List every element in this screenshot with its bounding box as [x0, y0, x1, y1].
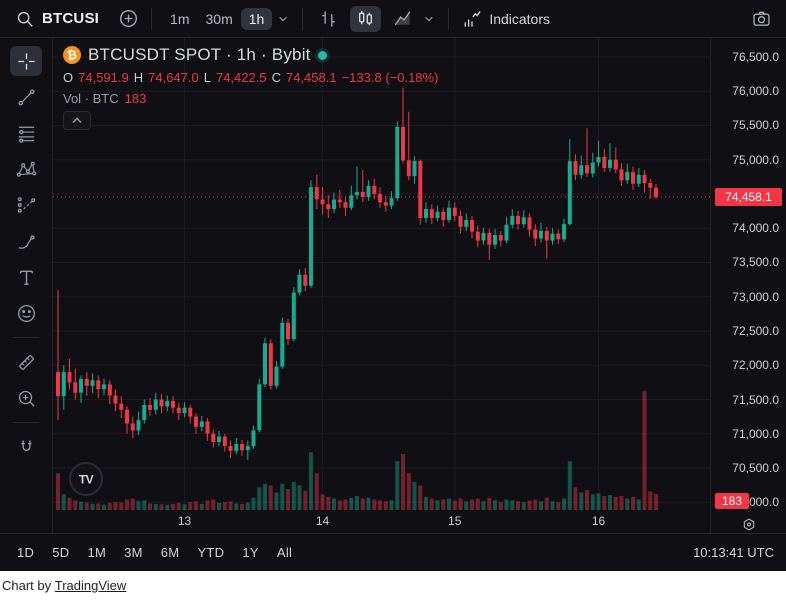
- candlestick-svg: [53, 38, 710, 510]
- range-all-button[interactable]: All: [276, 545, 293, 560]
- camera-icon[interactable]: [748, 6, 774, 32]
- price-tick-label: 71,500.0: [732, 392, 779, 407]
- range-3m-button[interactable]: 3M: [124, 545, 143, 560]
- tradingview-watermark[interactable]: TV: [68, 461, 104, 497]
- time-tick-label: 15: [448, 514, 462, 528]
- time-axis[interactable]: 13 14 15 16: [53, 510, 710, 533]
- price-tick-label: 72,500.0: [732, 323, 779, 338]
- tools-divider: [13, 422, 39, 423]
- search-icon[interactable]: [12, 6, 38, 32]
- time-tick-label: 14: [315, 514, 330, 528]
- range-1d-button[interactable]: 1D: [17, 545, 35, 560]
- attribution-bar: Chart by TradingView: [0, 571, 786, 600]
- zoom-in-tool[interactable]: [10, 383, 42, 413]
- drawing-toolbar: [0, 38, 53, 533]
- symbol-search-value[interactable]: BTCUSI: [42, 10, 100, 27]
- price-tick-label: 75,000.0: [732, 152, 779, 167]
- attribution-prefix: Chart by: [2, 578, 52, 593]
- brush-tool[interactable]: [10, 226, 42, 256]
- price-tick-label: 72,000.0: [732, 358, 779, 373]
- range-5d-button[interactable]: 5D: [52, 545, 70, 560]
- last-price-badge: 74,458.1: [715, 187, 782, 206]
- tradingview-widget: BTCUSI 1m 30m 1h Indicators: [0, 0, 786, 571]
- range-1y-button[interactable]: 1Y: [242, 545, 259, 560]
- axis-settings-icon[interactable]: [740, 516, 757, 533]
- time-tick-label: 13: [177, 514, 192, 528]
- indicators-button[interactable]: Indicators: [461, 8, 550, 29]
- price-tick-label: 73,000.0: [732, 289, 779, 304]
- toolbar-separator: [448, 7, 450, 30]
- range-1m-button[interactable]: 1M: [87, 545, 107, 560]
- bitcoin-icon: ₿: [61, 44, 83, 66]
- emoji-tool[interactable]: [10, 298, 42, 328]
- price-tick-label: 74,000.0: [732, 221, 779, 236]
- price-tick-label: 76,500.0: [732, 49, 779, 64]
- forecast-tool[interactable]: [10, 190, 42, 220]
- trendline-tool[interactable]: [10, 82, 42, 112]
- range-6m-button[interactable]: 6M: [160, 545, 180, 560]
- bars-style-button[interactable]: [313, 6, 344, 32]
- price-tick-label: 75,500.0: [732, 118, 779, 133]
- compare-add-icon[interactable]: [115, 6, 141, 32]
- top-toolbar: BTCUSI 1m 30m 1h Indicators: [0, 0, 786, 38]
- text-tool[interactable]: [10, 262, 42, 292]
- interval-chevron-icon[interactable]: [274, 10, 292, 28]
- price-tick-label: 70,500.0: [732, 461, 779, 475]
- styles-chevron-icon[interactable]: [420, 10, 438, 28]
- crosshair-tool[interactable]: [10, 46, 42, 76]
- tradingview-link[interactable]: TradingView: [54, 578, 127, 593]
- price-tick-label: 71,000.0: [732, 426, 779, 441]
- area-style-button[interactable]: [387, 6, 418, 32]
- market-status-icon[interactable]: [317, 50, 327, 60]
- last-volume-badge: 183: [715, 493, 750, 509]
- timezone-clock[interactable]: 10:13:41 UTC: [693, 545, 774, 560]
- collapse-icon: [72, 117, 82, 124]
- toolbar-separator: [151, 7, 153, 30]
- pattern-tool[interactable]: [10, 154, 42, 184]
- collapse-legend-button[interactable]: [63, 111, 91, 130]
- svg-text:TV: TV: [79, 473, 94, 487]
- fib-retracement-tool[interactable]: [10, 118, 42, 148]
- interval-1m-button[interactable]: 1m: [170, 10, 190, 27]
- time-tick-label: 16: [591, 514, 606, 528]
- indicators-label: Indicators: [489, 10, 551, 27]
- magnet-tool[interactable]: [10, 432, 42, 462]
- measure-tool[interactable]: [10, 347, 42, 377]
- price-tick-label: 73,500.0: [732, 255, 779, 270]
- toolbar-separator: [302, 7, 304, 30]
- interval-1h-button[interactable]: 1h: [240, 7, 273, 30]
- tools-divider: [13, 337, 39, 338]
- price-tick-label: 76,000.0: [732, 84, 779, 99]
- candles-style-button[interactable]: [350, 5, 382, 32]
- bottom-toolbar: 1D 5D 1M 3M 6M YTD 1Y All 10:13:41 UTC: [0, 533, 786, 571]
- legend-title[interactable]: BTCUSDT SPOT · 1h · Bybit: [88, 45, 311, 64]
- price-axis[interactable]: 76,500.0 76,000.0 75,500.0 75,000.0 74,000.0…: [710, 38, 786, 533]
- indicators-icon: [464, 10, 481, 27]
- range-ytd-button[interactable]: YTD: [197, 545, 225, 560]
- interval-30m-button[interactable]: 30m: [205, 10, 233, 27]
